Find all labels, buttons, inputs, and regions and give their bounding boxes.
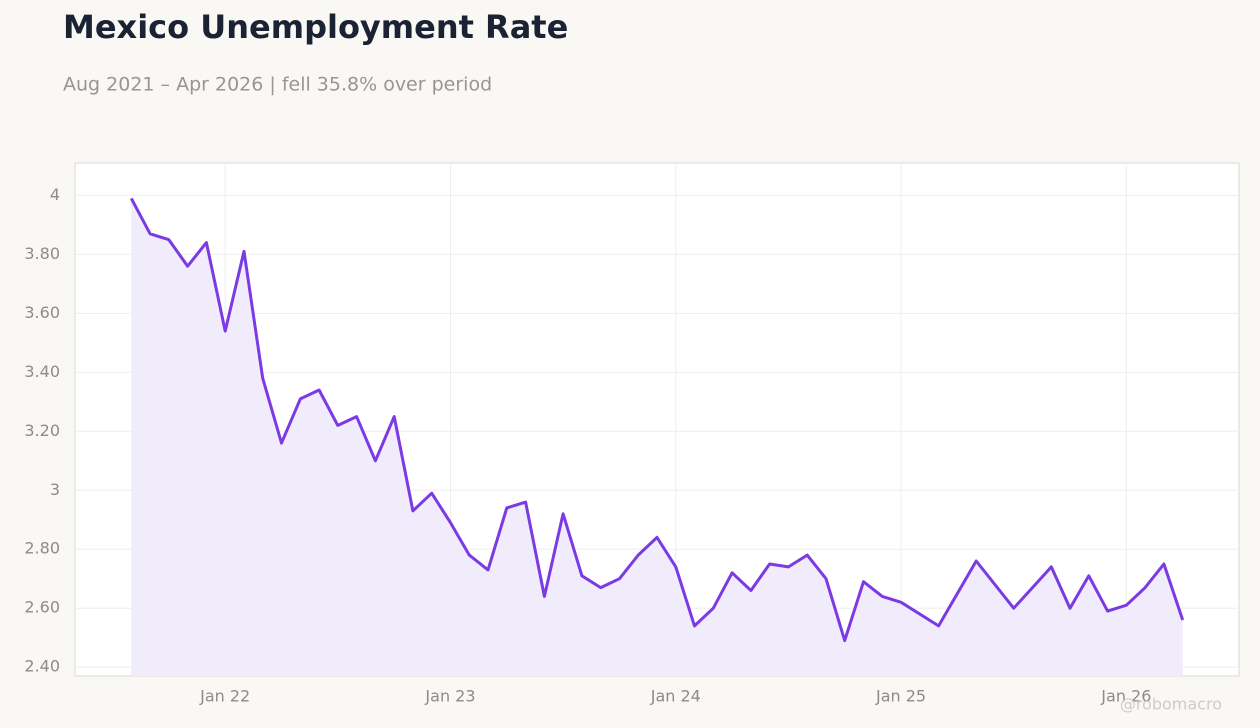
- chart-subtitle: Aug 2021 – Apr 2026 | fell 35.8% over pe…: [63, 74, 492, 96]
- line: [129, 197, 1185, 643]
- y-tick-label: 4: [50, 185, 60, 204]
- y-tick-label: 3.40: [24, 362, 60, 381]
- y-tick-label: 2.60: [24, 598, 60, 617]
- x-tick-label: Jan 23: [424, 687, 475, 706]
- y-tick-label: 3.20: [24, 421, 60, 440]
- x-tick-label: Jan 25: [875, 687, 926, 706]
- y-tick-label: 2.40: [24, 657, 60, 676]
- x-tick-label: Jan 22: [199, 687, 250, 706]
- x-tick-label: Jan 26: [1100, 687, 1151, 706]
- chart-title: Mexico Unemployment Rate: [63, 8, 568, 46]
- y-tick-label: 3.60: [24, 303, 60, 322]
- watermark: @robomacro: [1120, 695, 1222, 714]
- area: [131, 198, 1183, 676]
- y-tick-label: 3: [50, 480, 60, 499]
- x-tick-label: Jan 24: [650, 687, 701, 706]
- y-tick-label: 2.80: [24, 539, 60, 558]
- y-tick-label: 3.80: [24, 244, 60, 263]
